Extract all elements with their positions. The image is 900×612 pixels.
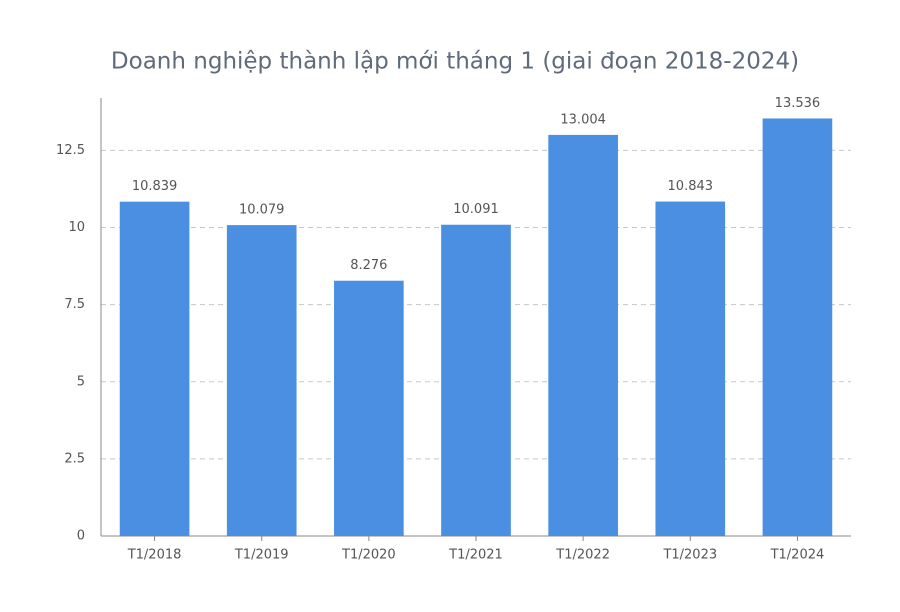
y-tick-label: 5 <box>77 374 85 389</box>
x-tick-label: T1/2023 <box>662 548 717 563</box>
y-tick-label: 7.5 <box>64 297 85 312</box>
bar <box>655 201 726 536</box>
y-tick-label: 10 <box>68 220 85 235</box>
x-tick-label: T1/2021 <box>448 548 503 563</box>
value-label: 10.091 <box>453 202 499 217</box>
x-tick-label: T1/2024 <box>770 548 825 563</box>
bar <box>334 280 404 536</box>
bar <box>119 201 190 536</box>
x-tick-label: T1/2018 <box>127 548 182 563</box>
value-label: 10.839 <box>132 179 178 194</box>
x-tick-label: T1/2019 <box>234 548 289 563</box>
value-label: 8.276 <box>350 258 387 273</box>
bar <box>762 118 833 536</box>
x-tick-label: T1/2022 <box>555 548 610 563</box>
bar <box>548 134 618 537</box>
y-tick-label: 0 <box>77 529 85 544</box>
value-label: 10.079 <box>239 203 285 218</box>
value-label: 13.004 <box>560 112 606 127</box>
value-label: 13.536 <box>775 96 821 111</box>
x-tick-label: T1/2020 <box>341 548 396 563</box>
value-label: 10.843 <box>668 179 714 194</box>
bar <box>441 224 511 536</box>
y-tick-label: 2.5 <box>64 451 85 466</box>
chart-title: Doanh nghiệp thành lập mới tháng 1 (giai… <box>111 49 799 75</box>
y-tick-label: 12.5 <box>56 143 85 158</box>
bar <box>226 225 297 536</box>
